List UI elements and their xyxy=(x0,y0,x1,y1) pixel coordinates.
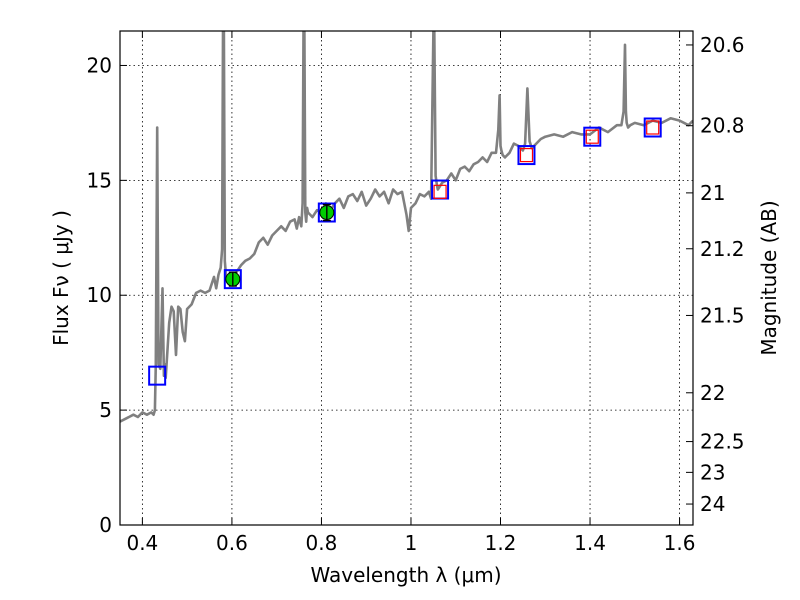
y-tick-label: 10 xyxy=(87,283,112,307)
model-point xyxy=(643,117,662,138)
x-tick-label: 0.4 xyxy=(126,531,158,555)
model-point xyxy=(223,269,242,290)
markers xyxy=(148,117,662,386)
right-tick-label: 20.8 xyxy=(700,114,745,138)
x-tick-label: 0.6 xyxy=(216,531,248,555)
x-axis-label: Wavelength λ (μm) xyxy=(310,563,501,587)
right-tick-label: 24 xyxy=(700,492,725,516)
right-tick-label: 21.2 xyxy=(700,237,745,261)
model-point xyxy=(317,202,336,223)
y-tick-label: 20 xyxy=(87,53,112,77)
y-axis-label: Flux Fν ( μJy ) xyxy=(49,210,73,346)
y-tick-label: 5 xyxy=(99,398,112,422)
plot-frame xyxy=(119,30,694,526)
tick-labels: 0.4 0.6 0.8 1 1.2 1.4 1.6 0 5 10 15 20 20.6 20.8 21 21.… xyxy=(87,33,745,555)
fit-point xyxy=(519,147,534,163)
y-axis-label-right: Magnitude (AB) xyxy=(757,200,781,355)
model-point xyxy=(583,126,602,147)
right-tick-label: 20.6 xyxy=(700,33,745,57)
spectrum-line xyxy=(120,31,693,423)
right-tick-label: 23 xyxy=(700,460,725,484)
x-tick-label: 1.4 xyxy=(574,531,606,555)
x-tick-label: 0.8 xyxy=(306,531,338,555)
y-tick-label: 0 xyxy=(99,513,112,537)
model-point xyxy=(148,365,167,386)
fit-point xyxy=(433,184,447,199)
right-tick-label: 21.5 xyxy=(700,303,745,327)
y-tick-label: 15 xyxy=(87,168,112,192)
model-point xyxy=(517,145,536,166)
grid xyxy=(120,31,693,526)
right-tick-label: 22 xyxy=(700,381,725,405)
fit-point xyxy=(646,120,660,135)
x-tick-label: 1 xyxy=(405,531,418,555)
plot-area xyxy=(120,31,693,423)
fit-point xyxy=(585,129,599,144)
right-tick-label: 22.5 xyxy=(700,430,745,454)
x-tick-label: 1.6 xyxy=(664,531,696,555)
right-tick-label: 21 xyxy=(700,181,725,205)
x-tick-label: 1.2 xyxy=(485,531,517,555)
ticks xyxy=(120,31,693,526)
